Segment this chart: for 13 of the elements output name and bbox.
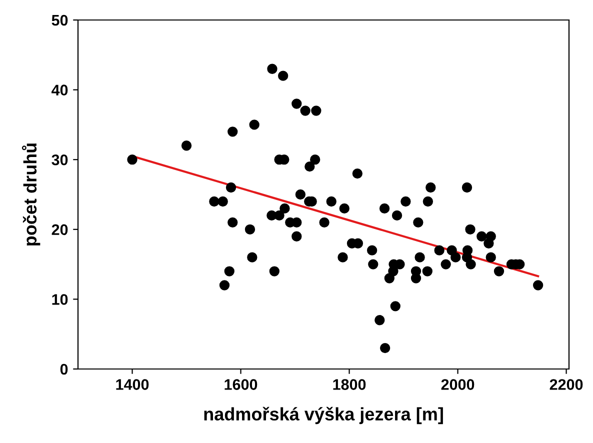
x-tick-label: 1400 [116,379,149,390]
x-tick-label: 2000 [441,379,474,390]
x-tick-label: 1600 [224,379,258,390]
y-tick-label: 40 [52,84,68,96]
y-tick-label: 10 [52,294,68,305]
x-tick-label: 2200 [550,379,583,390]
x-tick-label: 1800 [333,379,366,390]
y-tick-label: 30 [52,154,68,166]
y-tick-label: 20 [52,224,68,236]
y-tick-label: 0 [60,364,68,375]
y-tick-label: 50 [52,14,68,26]
x-axis-title: nadmořská výška jezera [m] [204,406,443,424]
y-axis-title: počet druhů [22,144,40,246]
